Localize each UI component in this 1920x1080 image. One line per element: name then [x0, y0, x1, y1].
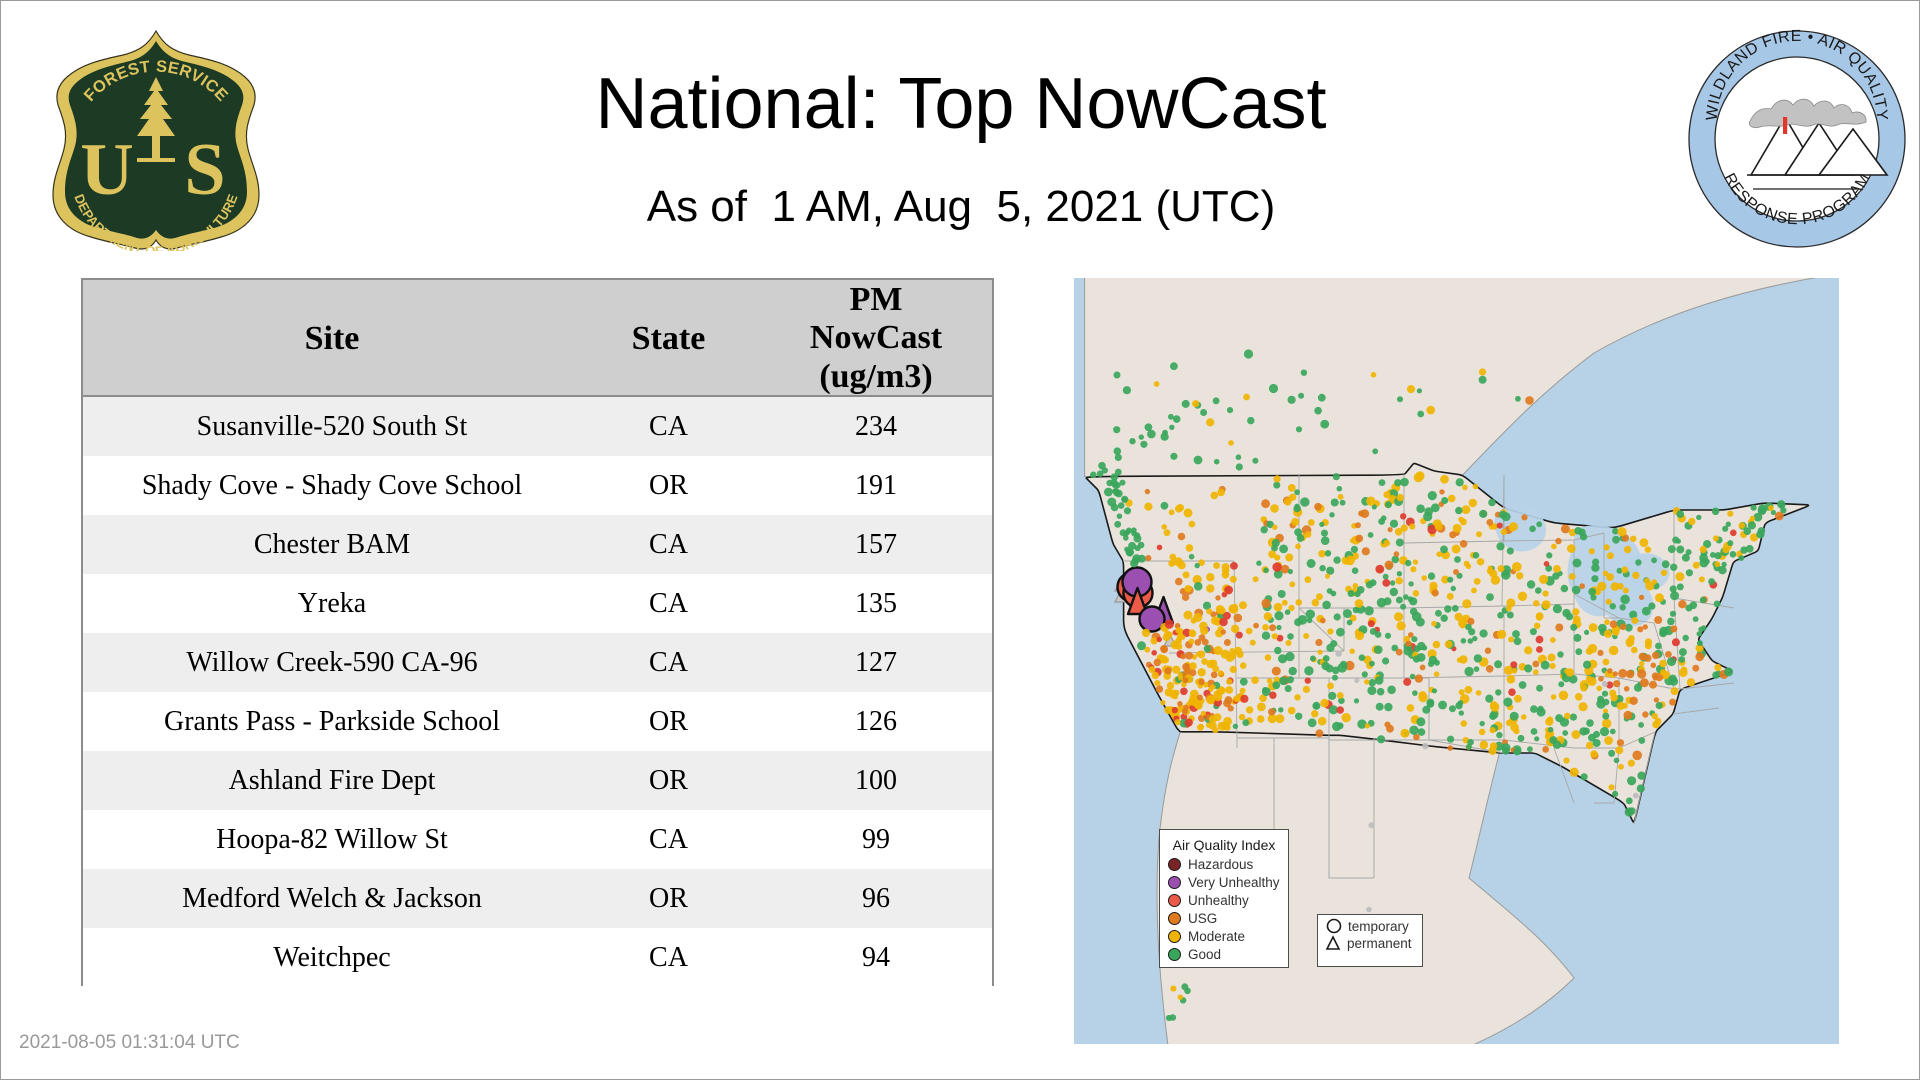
svg-text:U: U	[80, 129, 133, 211]
svg-text:S: S	[184, 129, 225, 211]
